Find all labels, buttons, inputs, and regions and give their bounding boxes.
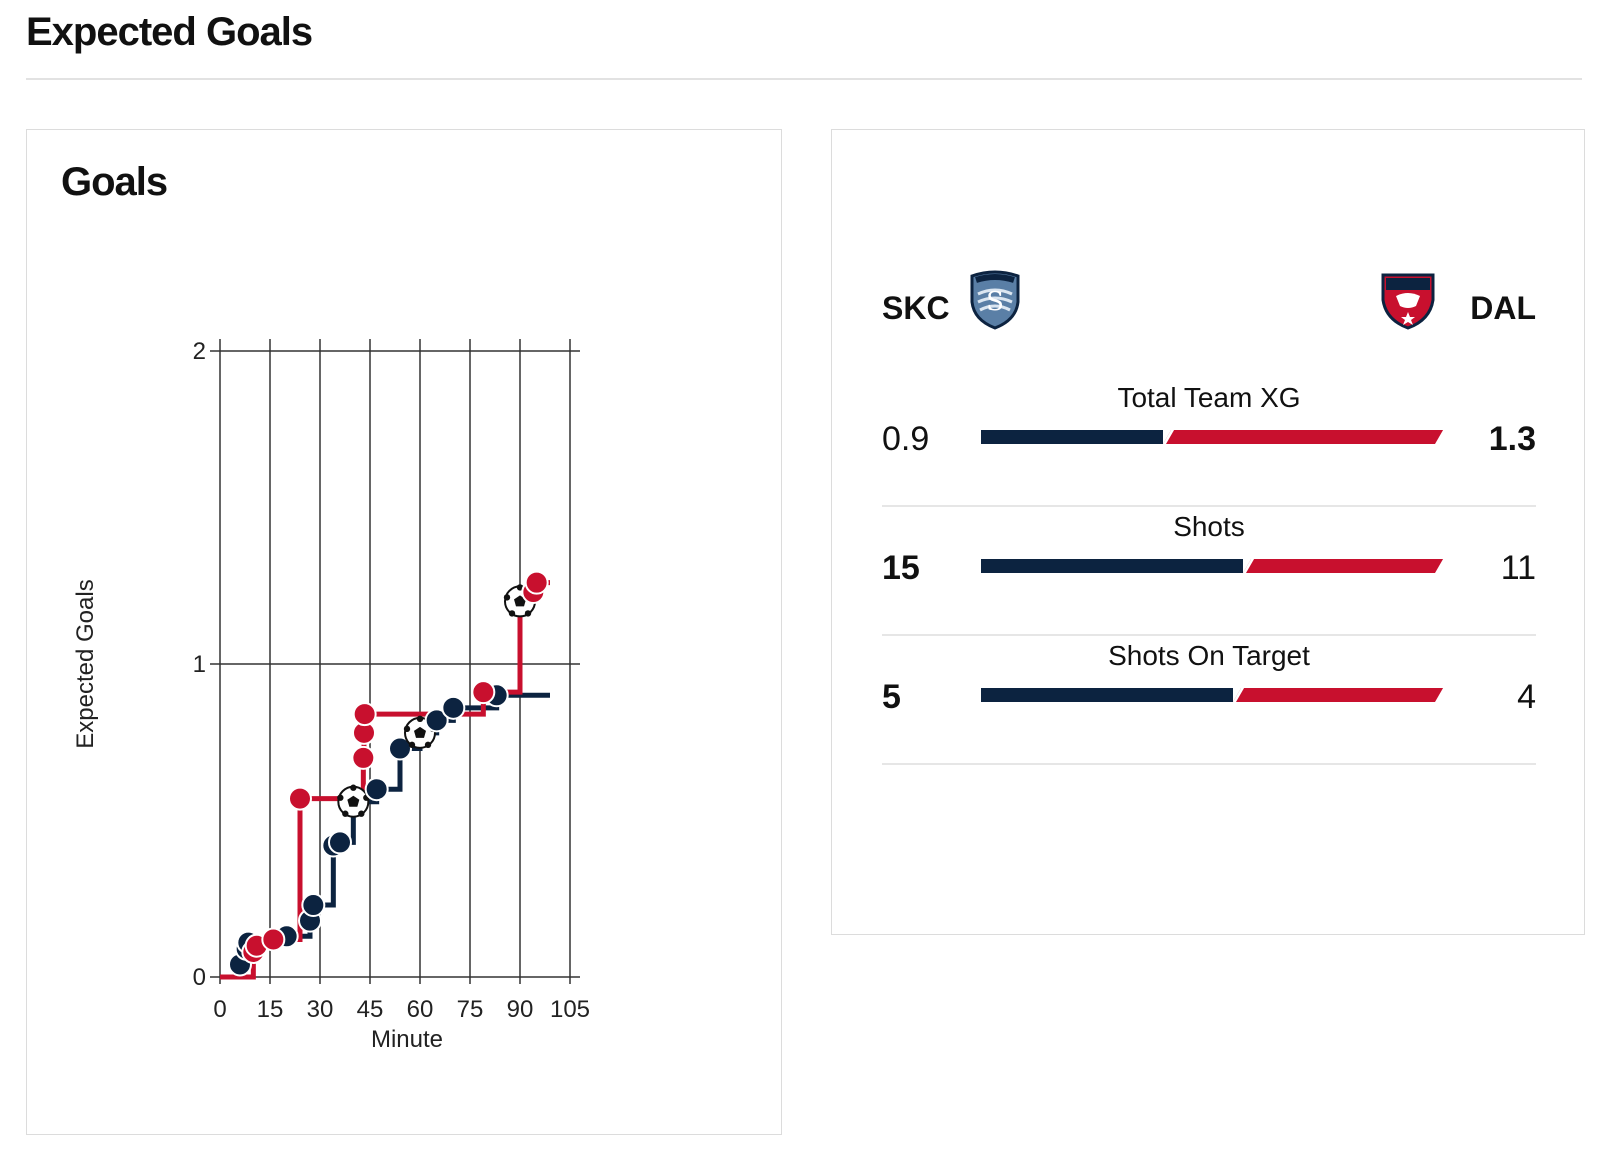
goal-ball-patch <box>358 810 365 817</box>
home-share-bar <box>981 430 1163 444</box>
shot-marker-dal <box>471 680 496 705</box>
home-share-bar <box>981 688 1234 702</box>
stat-comparison-bar <box>981 688 1444 702</box>
goal-ball-patch <box>347 795 360 807</box>
stat-label: Total Team XG <box>1117 382 1301 413</box>
title-divider <box>26 78 1582 80</box>
goal-ball-patch <box>503 594 511 601</box>
shot-marker-skc <box>388 736 412 761</box>
x-axis-label: Minute <box>371 1026 443 1053</box>
x-tick-label: 75 <box>457 996 484 1023</box>
stat-away-value: 4 <box>1517 678 1536 716</box>
x-tick-label: 105 <box>550 996 590 1023</box>
page-title: Expected Goals <box>26 10 313 54</box>
stat-away-value: 11 <box>1500 549 1536 587</box>
y-tick-label: 1 <box>193 651 206 678</box>
y-tick-label: 0 <box>193 964 206 991</box>
shot-marker-skc <box>328 830 352 855</box>
goal-ball-patch <box>342 810 349 817</box>
y-tick-label: 2 <box>193 338 206 365</box>
stat-home-value: 5 <box>882 678 901 716</box>
goal-ball-patch <box>337 794 344 801</box>
shot-marker-skc <box>441 695 466 720</box>
away-team-abbr: DAL <box>1470 290 1536 326</box>
shot-marker-dal <box>288 786 312 811</box>
goal-ball-patch <box>514 595 526 607</box>
shot-marker-dal <box>352 702 377 727</box>
x-tick-label: 15 <box>257 996 284 1023</box>
x-tick-label: 60 <box>407 996 434 1023</box>
away-share-bar <box>1242 559 1444 573</box>
shot-marker-dal <box>261 927 286 952</box>
stat-home-value: 0.9 <box>882 420 930 458</box>
svg-text:S: S <box>986 287 1004 317</box>
home-share-bar <box>981 559 1243 573</box>
fc-dallas-crest-icon <box>1381 273 1435 330</box>
x-tick-label: 0 <box>213 996 226 1023</box>
stat-row: Shots 15 11 <box>882 503 1536 636</box>
goal-ball-patch <box>508 610 516 617</box>
goal-ball-patch <box>408 741 416 749</box>
shot-marker-skc <box>364 777 389 802</box>
shot-marker-dal <box>351 745 376 770</box>
stat-row: Shots On Target 5 4 <box>882 632 1536 765</box>
goal-ball-patch <box>414 726 426 738</box>
xg-chart-card: Goals 0 15 30 45 60 75 90 105 0 1 2 Minute Expected … <box>26 129 782 1135</box>
away-share-bar <box>1162 430 1444 444</box>
goal-ball-patch <box>424 741 432 749</box>
team-comparison-card: SKC S DAL Total Team XG 0.9 1.3 Shots 15 11 Sh… <box>831 129 1585 935</box>
x-tick-label: 90 <box>507 996 534 1023</box>
home-team-abbr: SKC <box>882 290 950 326</box>
goal-ball-patch <box>524 610 532 617</box>
x-tick-label: 45 <box>357 996 384 1023</box>
stat-away-value: 1.3 <box>1488 420 1536 458</box>
shot-marker-dal <box>524 570 549 595</box>
stat-label: Shots On Target <box>1108 640 1310 671</box>
goal-ball-patch <box>516 584 524 591</box>
shot-marker-skc <box>424 708 449 733</box>
away-share-bar <box>1233 688 1444 702</box>
goal-ball-patch <box>403 725 411 733</box>
skc-crest-icon: S <box>970 270 1020 330</box>
stat-label: Shots <box>1173 511 1245 542</box>
stat-comparison-bar <box>981 430 1444 444</box>
x-tick-label: 30 <box>307 996 334 1023</box>
stat-home-value: 15 <box>882 549 920 587</box>
stat-comparison-bar <box>981 559 1444 573</box>
chart-card-title: Goals <box>61 160 168 204</box>
goal-ball-patch <box>350 784 357 791</box>
xg-step-chart: 0 15 30 45 60 75 90 105 0 1 2 Minute Expected Goals <box>72 338 590 1053</box>
shot-marker-skc <box>301 893 326 918</box>
stat-row: Total Team XG 0.9 1.3 <box>882 374 1536 507</box>
y-axis-label: Expected Goals <box>72 579 99 748</box>
goal-ball-patch <box>416 715 424 723</box>
